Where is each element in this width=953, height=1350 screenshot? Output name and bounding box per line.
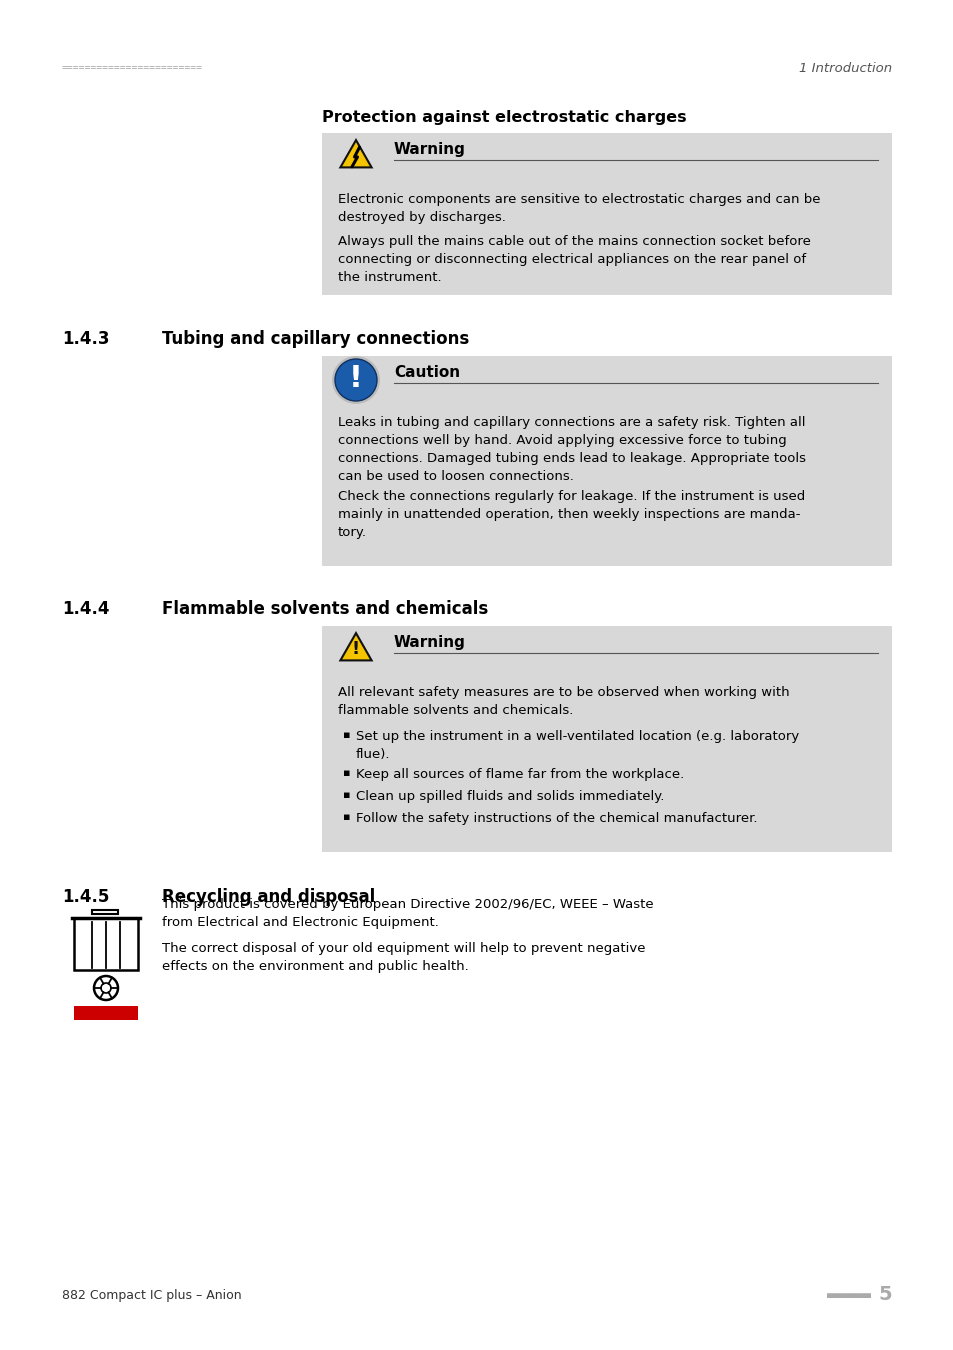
Circle shape xyxy=(335,359,376,401)
Text: 1 Introduction: 1 Introduction xyxy=(798,62,891,74)
Text: ========================: ======================== xyxy=(62,63,203,73)
Bar xyxy=(74,1006,138,1021)
Polygon shape xyxy=(340,633,372,660)
Text: Set up the instrument in a well-ventilated location (e.g. laboratory
flue).: Set up the instrument in a well-ventilat… xyxy=(355,730,799,761)
Polygon shape xyxy=(340,140,372,167)
Text: ▪: ▪ xyxy=(343,790,350,801)
Text: !: ! xyxy=(349,364,362,393)
Bar xyxy=(74,918,138,971)
Text: Flammable solvents and chemicals: Flammable solvents and chemicals xyxy=(162,599,488,618)
Text: 882 Compact IC plus – Anion: 882 Compact IC plus – Anion xyxy=(62,1288,241,1301)
Text: Protection against electrostatic charges: Protection against electrostatic charges xyxy=(322,109,686,126)
Text: Check the connections regularly for leakage. If the instrument is used
mainly in: Check the connections regularly for leak… xyxy=(337,490,804,539)
Text: Electronic components are sensitive to electrostatic charges and can be
destroye: Electronic components are sensitive to e… xyxy=(337,193,820,224)
Text: ▪: ▪ xyxy=(343,730,350,740)
Text: Tubing and capillary connections: Tubing and capillary connections xyxy=(162,329,469,348)
Text: Keep all sources of flame far from the workplace.: Keep all sources of flame far from the w… xyxy=(355,768,683,782)
Text: ▪: ▪ xyxy=(343,768,350,778)
Text: 5: 5 xyxy=(878,1285,891,1304)
Text: The correct disposal of your old equipment will help to prevent negative
effects: The correct disposal of your old equipme… xyxy=(162,942,645,973)
Text: 1.4.3: 1.4.3 xyxy=(62,329,110,348)
Text: Leaks in tubing and capillary connections are a safety risk. Tighten all
connect: Leaks in tubing and capillary connection… xyxy=(337,416,805,483)
Text: Recycling and disposal: Recycling and disposal xyxy=(162,888,375,906)
Text: 1.4.4: 1.4.4 xyxy=(62,599,110,618)
Text: All relevant safety measures are to be observed when working with
flammable solv: All relevant safety measures are to be o… xyxy=(337,686,789,717)
Text: 1.4.5: 1.4.5 xyxy=(62,888,110,906)
Text: !: ! xyxy=(352,640,359,657)
Text: ■■■■■■■■■: ■■■■■■■■■ xyxy=(826,1291,871,1300)
Circle shape xyxy=(332,356,379,404)
Text: Clean up spilled fluids and solids immediately.: Clean up spilled fluids and solids immed… xyxy=(355,790,663,803)
Bar xyxy=(322,134,891,296)
Text: Warning: Warning xyxy=(394,142,465,157)
Text: Warning: Warning xyxy=(394,634,465,649)
Text: Caution: Caution xyxy=(394,364,459,379)
Bar xyxy=(322,626,891,852)
Text: Always pull the mains cable out of the mains connection socket before
connecting: Always pull the mains cable out of the m… xyxy=(337,235,810,284)
Text: This product is covered by European Directive 2002/96/EC, WEEE – Waste
from Elec: This product is covered by European Dire… xyxy=(162,898,653,929)
Bar xyxy=(322,356,891,566)
Text: Follow the safety instructions of the chemical manufacturer.: Follow the safety instructions of the ch… xyxy=(355,811,757,825)
Bar xyxy=(91,910,118,914)
Text: ▪: ▪ xyxy=(343,811,350,822)
